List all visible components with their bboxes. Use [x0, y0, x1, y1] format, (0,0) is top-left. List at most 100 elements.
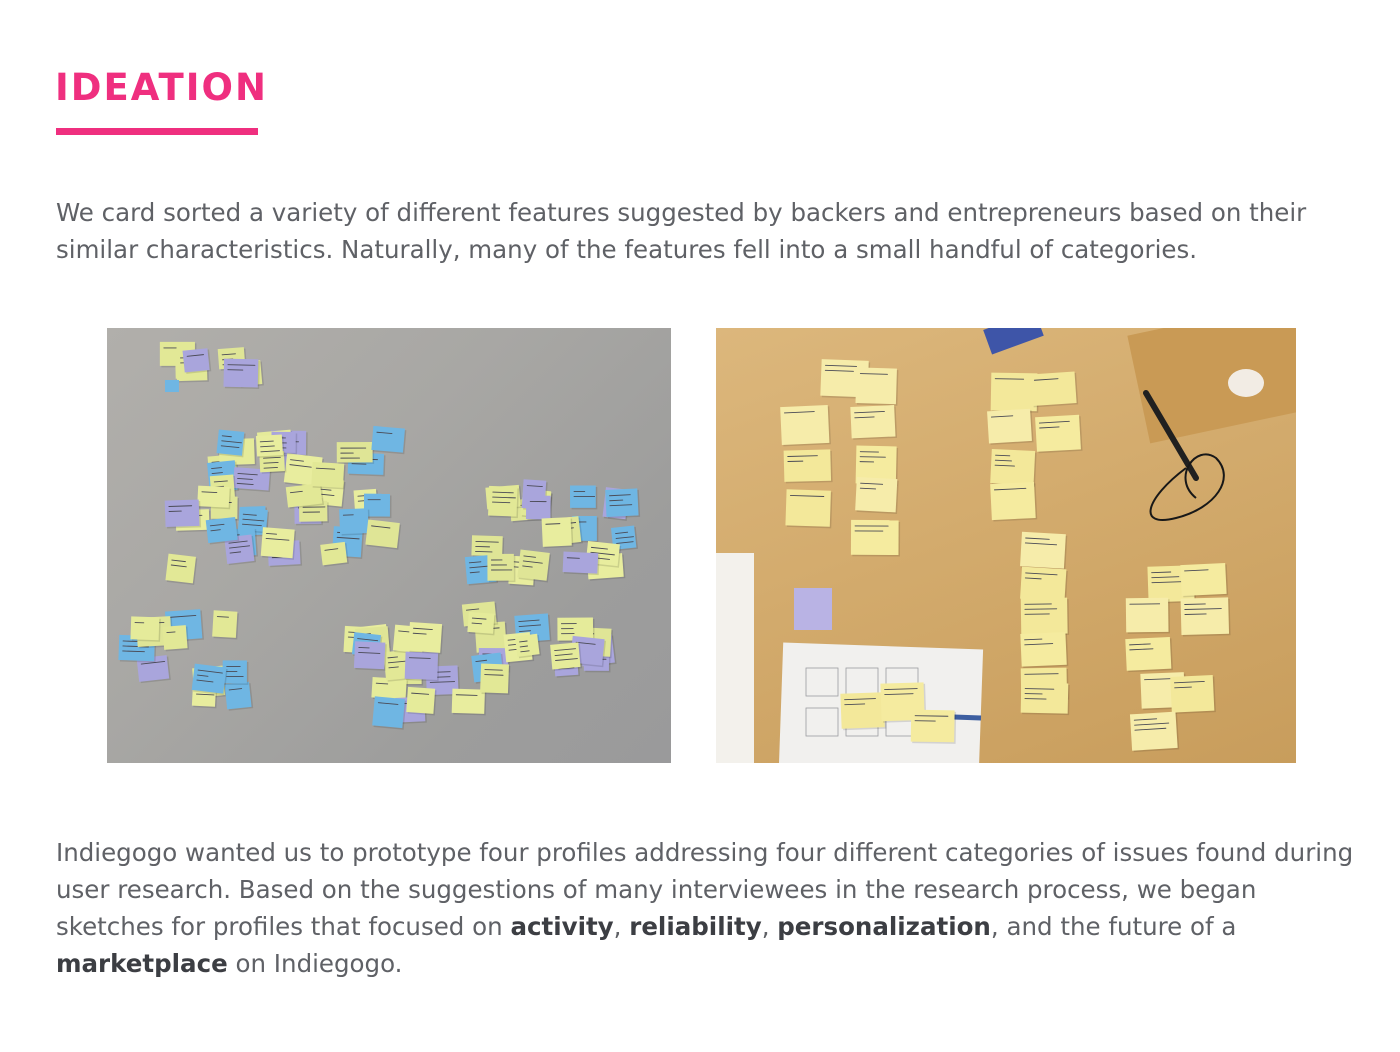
sticky-note	[557, 617, 595, 643]
sticky-note	[130, 616, 161, 642]
box-window	[1228, 369, 1264, 397]
sticky-note	[1035, 414, 1083, 454]
sticky-note	[850, 405, 898, 440]
sticky-note	[855, 367, 899, 406]
keyword-marketplace: marketplace	[56, 949, 228, 978]
sticky-note	[1020, 682, 1070, 716]
sticky-note	[480, 663, 511, 695]
sticky-note	[311, 461, 346, 490]
sticky-note	[162, 625, 190, 652]
sticky-note	[1129, 711, 1180, 753]
intro-paragraph: We card sorted a variety of different fe…	[56, 198, 1307, 264]
sticky-note	[363, 493, 392, 519]
body-text-part: , and the future of a	[990, 912, 1237, 941]
sticky-note	[525, 495, 553, 521]
sticky-note	[165, 553, 198, 586]
sticky-note	[1020, 566, 1068, 603]
body-separator: ,	[613, 912, 630, 941]
blue-bag	[983, 328, 1044, 355]
sticky-note	[224, 534, 257, 566]
wall-notes-illustration	[118, 341, 641, 730]
sticky-note	[1020, 531, 1068, 571]
sticky-note	[605, 488, 641, 519]
sticky-note	[514, 633, 542, 659]
table-notes-illustration	[716, 328, 1296, 763]
sticky-note	[336, 442, 375, 464]
sticky-note	[451, 688, 487, 716]
snack-box	[1127, 328, 1296, 444]
sticky-note	[785, 489, 833, 529]
sticky-note	[164, 499, 202, 529]
sticky-note	[910, 709, 957, 744]
sticky-note	[487, 553, 516, 583]
sticky-note	[260, 527, 297, 560]
sticky-note	[136, 655, 171, 684]
sticky-note	[855, 445, 899, 486]
sticky-note	[541, 517, 574, 549]
sticky-note	[990, 448, 1037, 487]
keyword-activity: activity	[510, 912, 614, 941]
sticky-note	[191, 663, 228, 696]
sticky-note	[285, 483, 324, 509]
sticky-note	[562, 551, 600, 576]
sticky-note	[840, 692, 887, 731]
sticky-note	[404, 651, 440, 682]
wireframe-box	[805, 667, 839, 697]
sticky-note	[610, 525, 639, 552]
keyword-reliability: reliability	[629, 912, 762, 941]
body-text-part: on Indiegogo.	[227, 949, 403, 978]
body-paragraph: Indiegogo wanted us to prototype four pr…	[56, 834, 1356, 982]
sticky-note	[517, 549, 552, 583]
sticky-note	[365, 519, 402, 550]
sticky-note	[216, 429, 246, 458]
sticky-note	[205, 517, 240, 545]
sticky-note	[255, 434, 285, 458]
sticky-note	[372, 696, 407, 730]
sticky-note	[237, 507, 270, 534]
sticky-note	[223, 358, 260, 389]
sticky-note	[987, 408, 1034, 445]
sticky-note	[570, 485, 598, 510]
sticky-note	[371, 677, 409, 702]
sticky-note	[1020, 632, 1069, 669]
sticky-note	[1125, 597, 1171, 634]
sticky-note	[990, 481, 1038, 522]
purple-note	[794, 588, 832, 630]
sticky-note	[212, 610, 239, 640]
sticky-note	[783, 449, 833, 484]
sticky-note	[182, 348, 212, 374]
sticky-note	[232, 467, 272, 493]
sticky-note	[1020, 597, 1070, 636]
small-note	[165, 380, 179, 392]
wireframe-box	[805, 707, 839, 737]
sticky-note	[339, 508, 371, 536]
sticky-note	[855, 476, 899, 514]
sticky-note	[550, 642, 583, 671]
sticky-notes-table-photo	[716, 328, 1296, 763]
sticky-note	[259, 451, 287, 474]
sticky-note	[222, 660, 249, 685]
sticky-note	[371, 425, 407, 455]
sticky-note	[298, 500, 329, 524]
sticky-note	[471, 535, 505, 558]
sticky-note	[197, 485, 232, 510]
body-separator: ,	[761, 912, 778, 941]
sticky-note	[467, 611, 496, 636]
pen	[1143, 390, 1199, 481]
title-underline	[56, 128, 258, 135]
sticky-note	[990, 372, 1039, 413]
sticky-note	[1170, 675, 1216, 715]
sticky-note	[850, 519, 901, 557]
sticky-note	[1180, 562, 1229, 598]
sticky-note	[488, 485, 519, 519]
sticky-note	[1125, 636, 1173, 673]
sticky-note	[408, 622, 444, 655]
section-title: IDEATION	[55, 66, 268, 109]
sticky-note	[224, 681, 254, 711]
sticky-note	[353, 641, 387, 671]
body-text-part: Indiegogo wanted us to prototype four pr…	[56, 838, 1354, 941]
sticky-note	[1180, 597, 1231, 637]
earphone-cable	[1149, 453, 1225, 521]
sticky-note	[1029, 371, 1079, 408]
sticky-note	[320, 541, 349, 567]
